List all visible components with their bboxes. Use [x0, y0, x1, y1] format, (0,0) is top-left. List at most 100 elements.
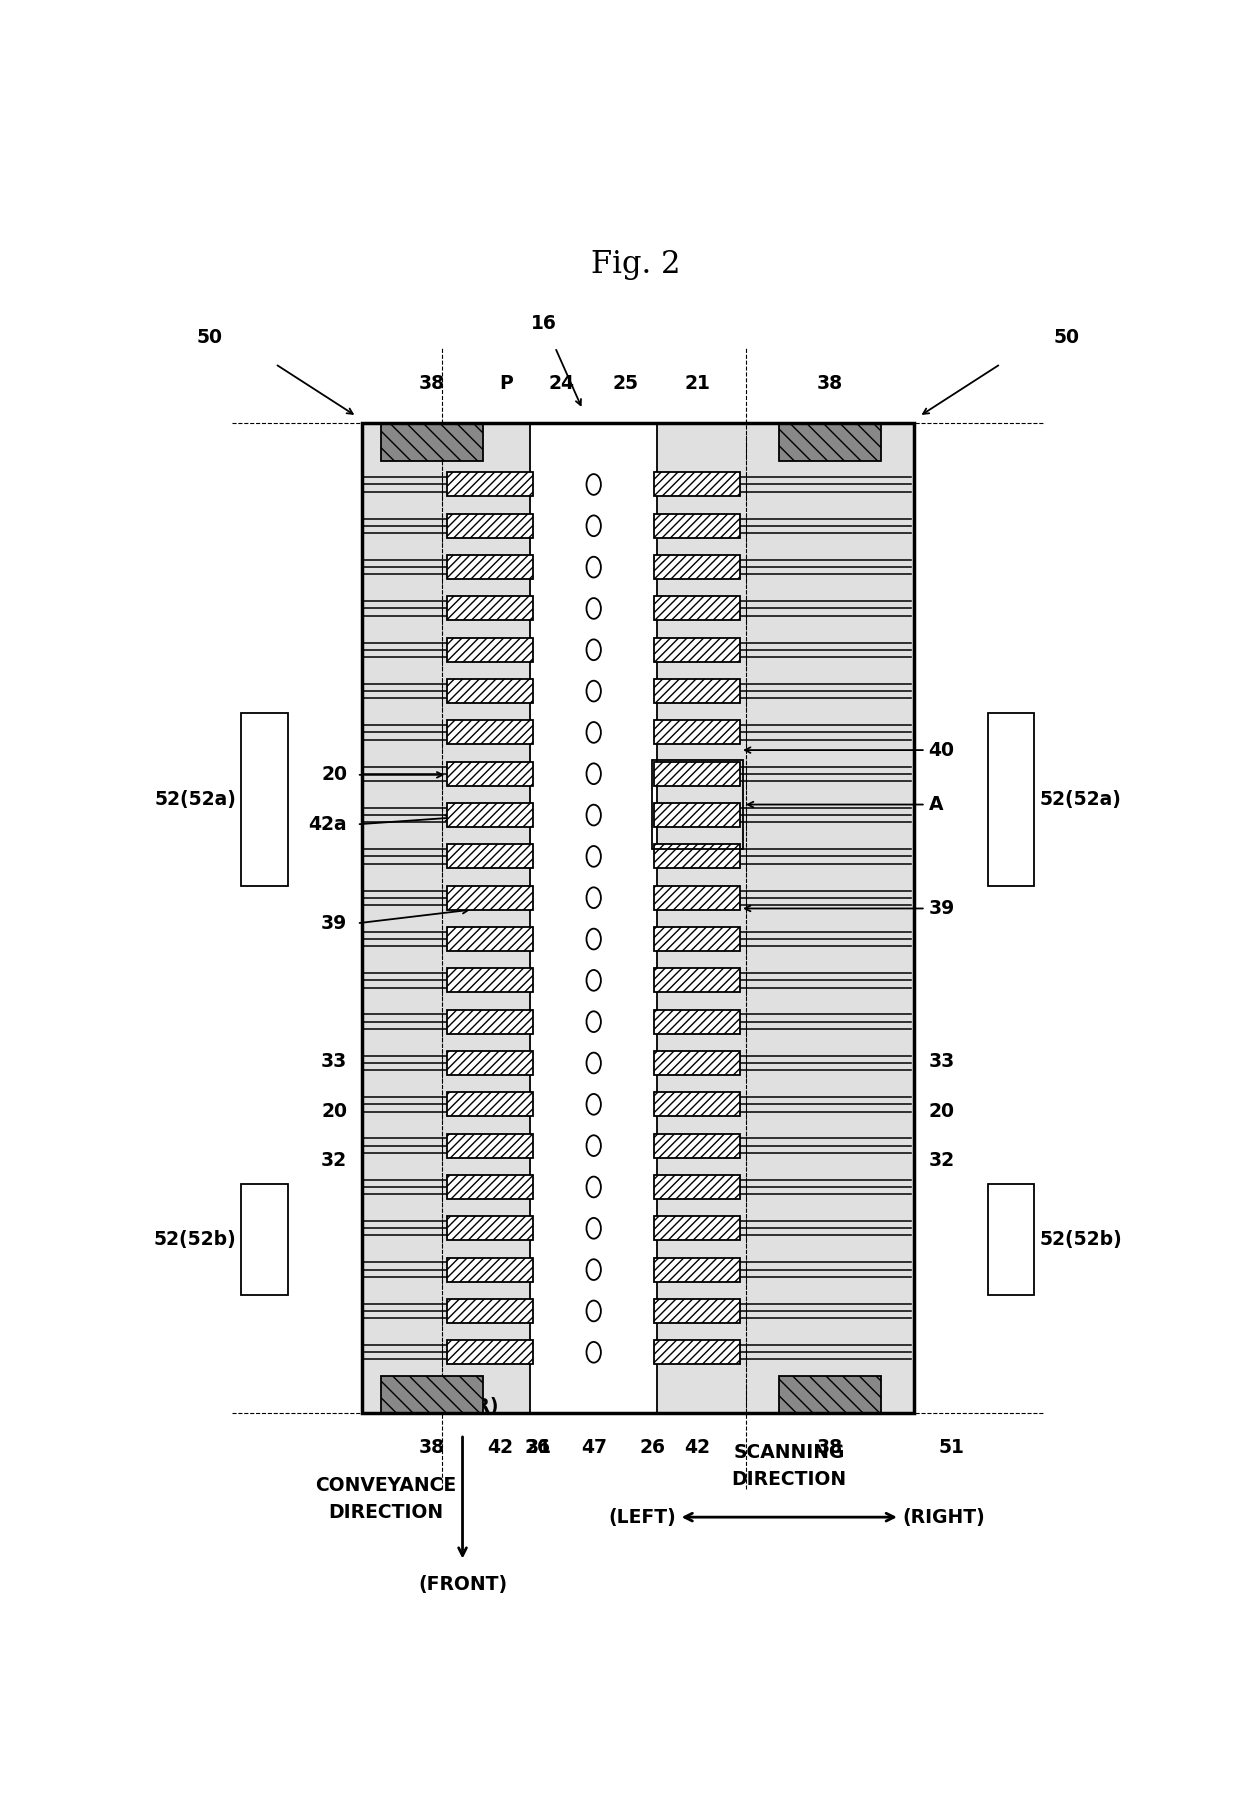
Bar	[655, 597, 740, 620]
Text: 42: 42	[487, 1438, 513, 1456]
Circle shape	[587, 969, 601, 991]
Bar	[448, 1257, 533, 1282]
Bar	[655, 680, 740, 703]
Text: 32: 32	[929, 1151, 955, 1170]
Text: (FRONT): (FRONT)	[418, 1575, 507, 1595]
Bar	[448, 680, 533, 703]
Text: 39: 39	[929, 899, 955, 919]
Text: 26: 26	[640, 1438, 666, 1456]
Text: 26: 26	[525, 1438, 551, 1456]
Text: 38: 38	[419, 1438, 445, 1456]
Circle shape	[587, 928, 601, 949]
Bar	[448, 1298, 533, 1323]
Text: Fig. 2: Fig. 2	[590, 248, 681, 280]
Text: 31: 31	[526, 1438, 552, 1456]
Text: 50: 50	[196, 329, 222, 347]
Text: 20: 20	[321, 766, 347, 784]
Bar	[448, 845, 533, 868]
Bar	[655, 1176, 740, 1199]
Bar	[448, 969, 533, 992]
Circle shape	[587, 1259, 601, 1280]
Circle shape	[587, 723, 601, 743]
Bar	[655, 721, 740, 744]
Text: CONVEYANCE: CONVEYANCE	[315, 1476, 456, 1494]
Circle shape	[587, 1093, 601, 1115]
Bar	[779, 424, 882, 460]
Bar	[655, 845, 740, 868]
Bar	[655, 804, 740, 827]
Bar	[448, 1093, 533, 1117]
Bar	[779, 1375, 882, 1413]
Text: 20: 20	[929, 1102, 955, 1120]
Text: 51: 51	[939, 1438, 963, 1456]
Bar	[362, 424, 914, 1413]
Text: 38: 38	[419, 374, 445, 394]
Bar	[362, 424, 914, 1413]
Text: DIRECTION: DIRECTION	[732, 1471, 847, 1489]
Text: 52(52a): 52(52a)	[155, 789, 237, 809]
Text: 33: 33	[929, 1052, 955, 1072]
Bar	[655, 473, 740, 496]
Text: 21: 21	[684, 374, 711, 394]
Bar	[988, 1183, 1034, 1295]
Bar	[448, 638, 533, 662]
Text: 47: 47	[580, 1438, 606, 1456]
Bar	[655, 1135, 740, 1158]
Bar	[448, 886, 533, 910]
Text: 42: 42	[684, 1438, 711, 1456]
Bar	[655, 1052, 740, 1075]
Text: 42a: 42a	[309, 814, 347, 834]
Bar	[448, 1215, 533, 1241]
Circle shape	[587, 516, 601, 536]
Text: (LEFT): (LEFT)	[608, 1509, 676, 1527]
Circle shape	[587, 888, 601, 908]
Circle shape	[587, 475, 601, 494]
Circle shape	[587, 1300, 601, 1322]
Text: 24: 24	[549, 374, 575, 394]
Circle shape	[587, 847, 601, 867]
Bar	[655, 556, 740, 579]
Circle shape	[587, 1341, 601, 1363]
Circle shape	[587, 1135, 601, 1156]
Text: 52(52b): 52(52b)	[154, 1230, 237, 1248]
Text: A: A	[929, 795, 944, 814]
Text: 39: 39	[321, 913, 347, 933]
Bar	[988, 714, 1034, 886]
Bar	[448, 1135, 533, 1158]
Text: 33: 33	[321, 1052, 347, 1072]
Text: 52(52b): 52(52b)	[1039, 1230, 1122, 1248]
Circle shape	[587, 764, 601, 784]
Circle shape	[587, 557, 601, 577]
Bar	[448, 804, 533, 827]
Text: 32: 32	[321, 1151, 347, 1170]
Circle shape	[587, 1010, 601, 1032]
Text: (RIGHT): (RIGHT)	[903, 1509, 986, 1527]
Text: 38: 38	[817, 1438, 843, 1456]
Bar	[448, 1052, 533, 1075]
Text: 38: 38	[817, 374, 843, 394]
Bar	[448, 1340, 533, 1365]
Text: 16: 16	[531, 315, 557, 333]
Bar	[655, 1093, 740, 1117]
Bar	[655, 638, 740, 662]
Bar	[448, 1010, 533, 1034]
Bar	[655, 1257, 740, 1282]
Text: 25: 25	[613, 374, 639, 394]
Text: 52(52a): 52(52a)	[1039, 789, 1121, 809]
Text: 50: 50	[1054, 329, 1080, 347]
Bar	[448, 556, 533, 579]
Circle shape	[587, 599, 601, 619]
Bar	[448, 514, 533, 538]
Bar	[655, 1215, 740, 1241]
Circle shape	[587, 1217, 601, 1239]
Bar	[448, 721, 533, 744]
Text: (REAR): (REAR)	[425, 1397, 500, 1417]
Circle shape	[587, 681, 601, 701]
Bar	[655, 514, 740, 538]
Text: P: P	[500, 374, 513, 394]
Bar	[531, 424, 657, 1413]
Bar	[655, 762, 740, 786]
Bar	[651, 761, 743, 849]
Bar	[655, 886, 740, 910]
Bar	[448, 928, 533, 951]
